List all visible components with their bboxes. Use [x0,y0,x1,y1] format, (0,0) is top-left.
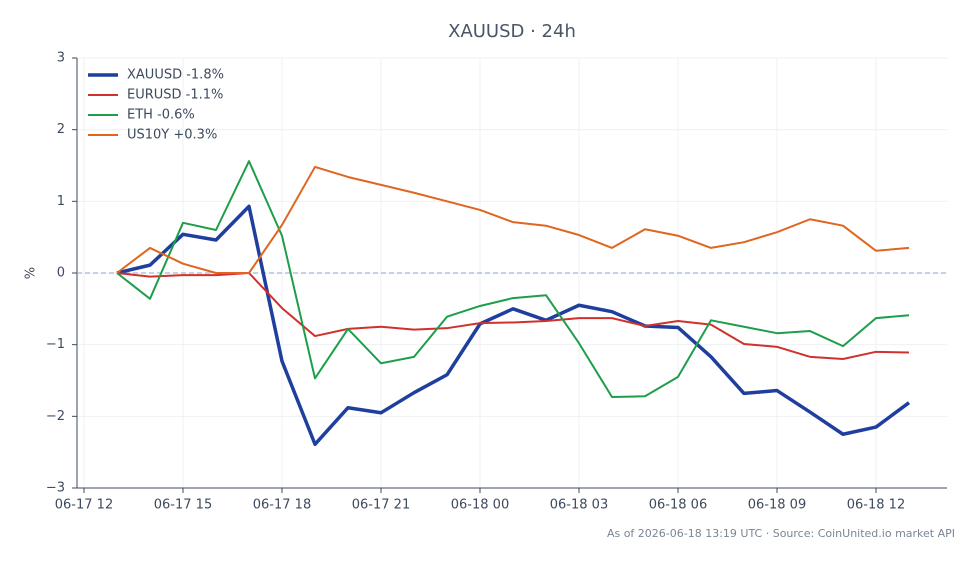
chart-title: XAUUSD · 24h [448,21,576,42]
y-tick-label: 3 [57,51,65,66]
y-tick-label: −2 [46,409,65,424]
footer: As of 2026-06-18 13:19 UTC · Source: Coi… [607,527,955,540]
x-tick-label: 06-18 09 [748,498,806,513]
y-tick-label: 1 [57,194,65,209]
y-tick-label: −3 [46,481,65,496]
x-tick-label: 06-18 03 [550,498,608,513]
x-tick-label: 06-18 06 [649,498,707,513]
x-tick-label: 06-17 12 [55,498,113,513]
y-tick-label: −1 [46,337,65,352]
legend-label: XAUUSD -1.8% [127,68,224,83]
x-tick-label: 06-18 12 [847,498,905,513]
series-line [116,160,910,398]
x-tick-label: 06-17 15 [154,498,212,513]
legend-label: EURUSD -1.1% [127,88,223,103]
legend-label: ETH -0.6% [127,108,195,123]
series-line [116,272,910,360]
y-tick-label: 2 [57,122,65,137]
series-line [116,165,910,274]
y-axis-label: % [24,267,39,279]
series-line [116,204,911,447]
legend-label: US10Y +0.3% [127,128,217,143]
y-tick-label: 0 [57,266,65,281]
x-tick-label: 06-17 18 [253,498,311,513]
x-tick-label: 06-17 21 [352,498,410,513]
x-tick-label: 06-18 00 [451,498,509,513]
